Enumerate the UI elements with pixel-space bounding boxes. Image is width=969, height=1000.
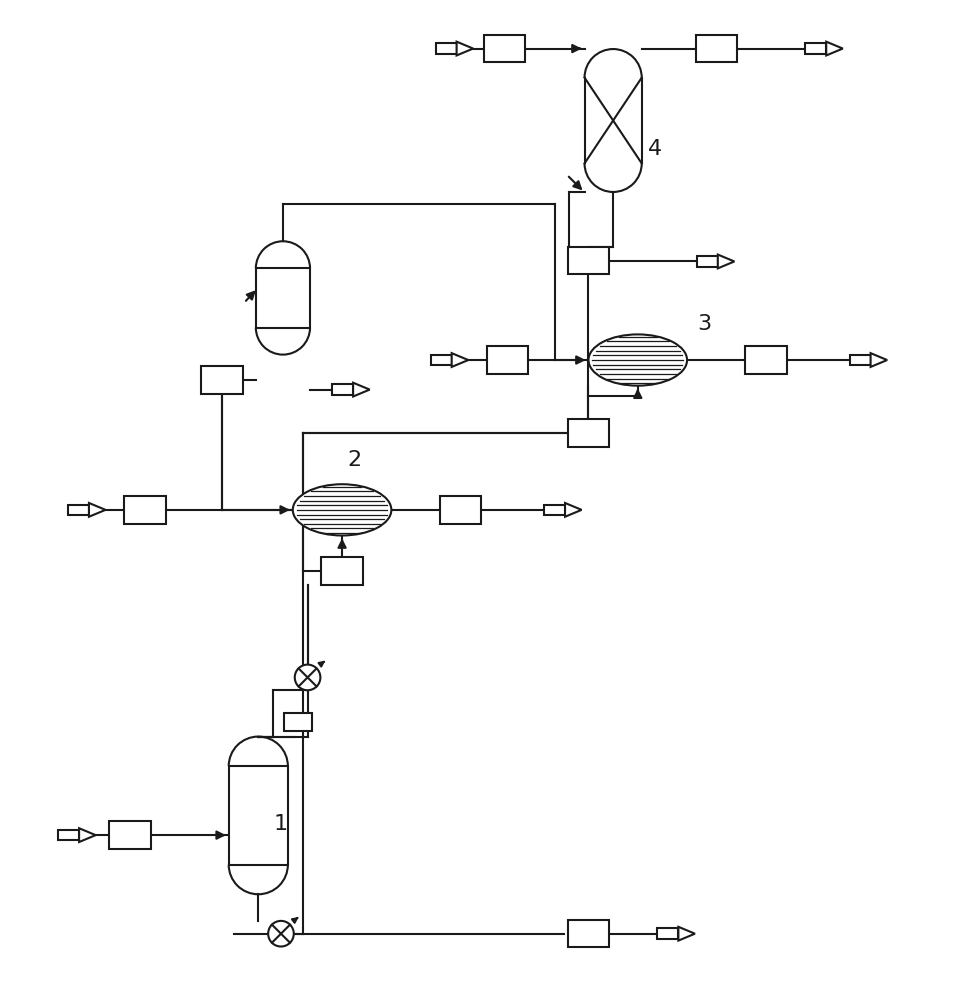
Bar [657,928,677,939]
Bar [321,557,362,585]
Polygon shape [353,383,369,397]
Bar [696,256,717,267]
Bar [567,419,609,447]
Bar [256,268,310,328]
Bar [68,505,89,515]
Polygon shape [870,353,887,367]
Text: 1: 1 [273,814,287,834]
Bar [804,43,826,54]
Bar [744,346,786,374]
Text: 3: 3 [696,314,710,334]
Bar [695,35,736,62]
Bar [430,355,452,365]
Polygon shape [452,353,468,367]
Circle shape [295,665,320,690]
Circle shape [267,921,294,947]
Polygon shape [79,828,96,842]
Bar [124,496,166,524]
Ellipse shape [588,334,686,386]
Bar [331,384,353,395]
Polygon shape [717,255,734,268]
Bar [58,830,79,840]
Bar [849,355,870,365]
Bar [439,496,481,524]
Text: 4: 4 [647,139,661,159]
Polygon shape [89,503,106,517]
Bar [567,247,609,274]
Polygon shape [677,927,694,941]
Polygon shape [826,42,842,55]
Polygon shape [565,503,581,517]
Polygon shape [456,42,473,55]
Bar [567,920,609,947]
Bar [201,366,242,394]
Text: 2: 2 [347,450,360,470]
Bar [544,505,565,515]
Bar [109,821,151,849]
Bar [484,35,525,62]
Bar [435,43,456,54]
Ellipse shape [293,484,391,535]
Bar [486,346,528,374]
Bar [284,713,311,731]
Bar [229,766,288,865]
